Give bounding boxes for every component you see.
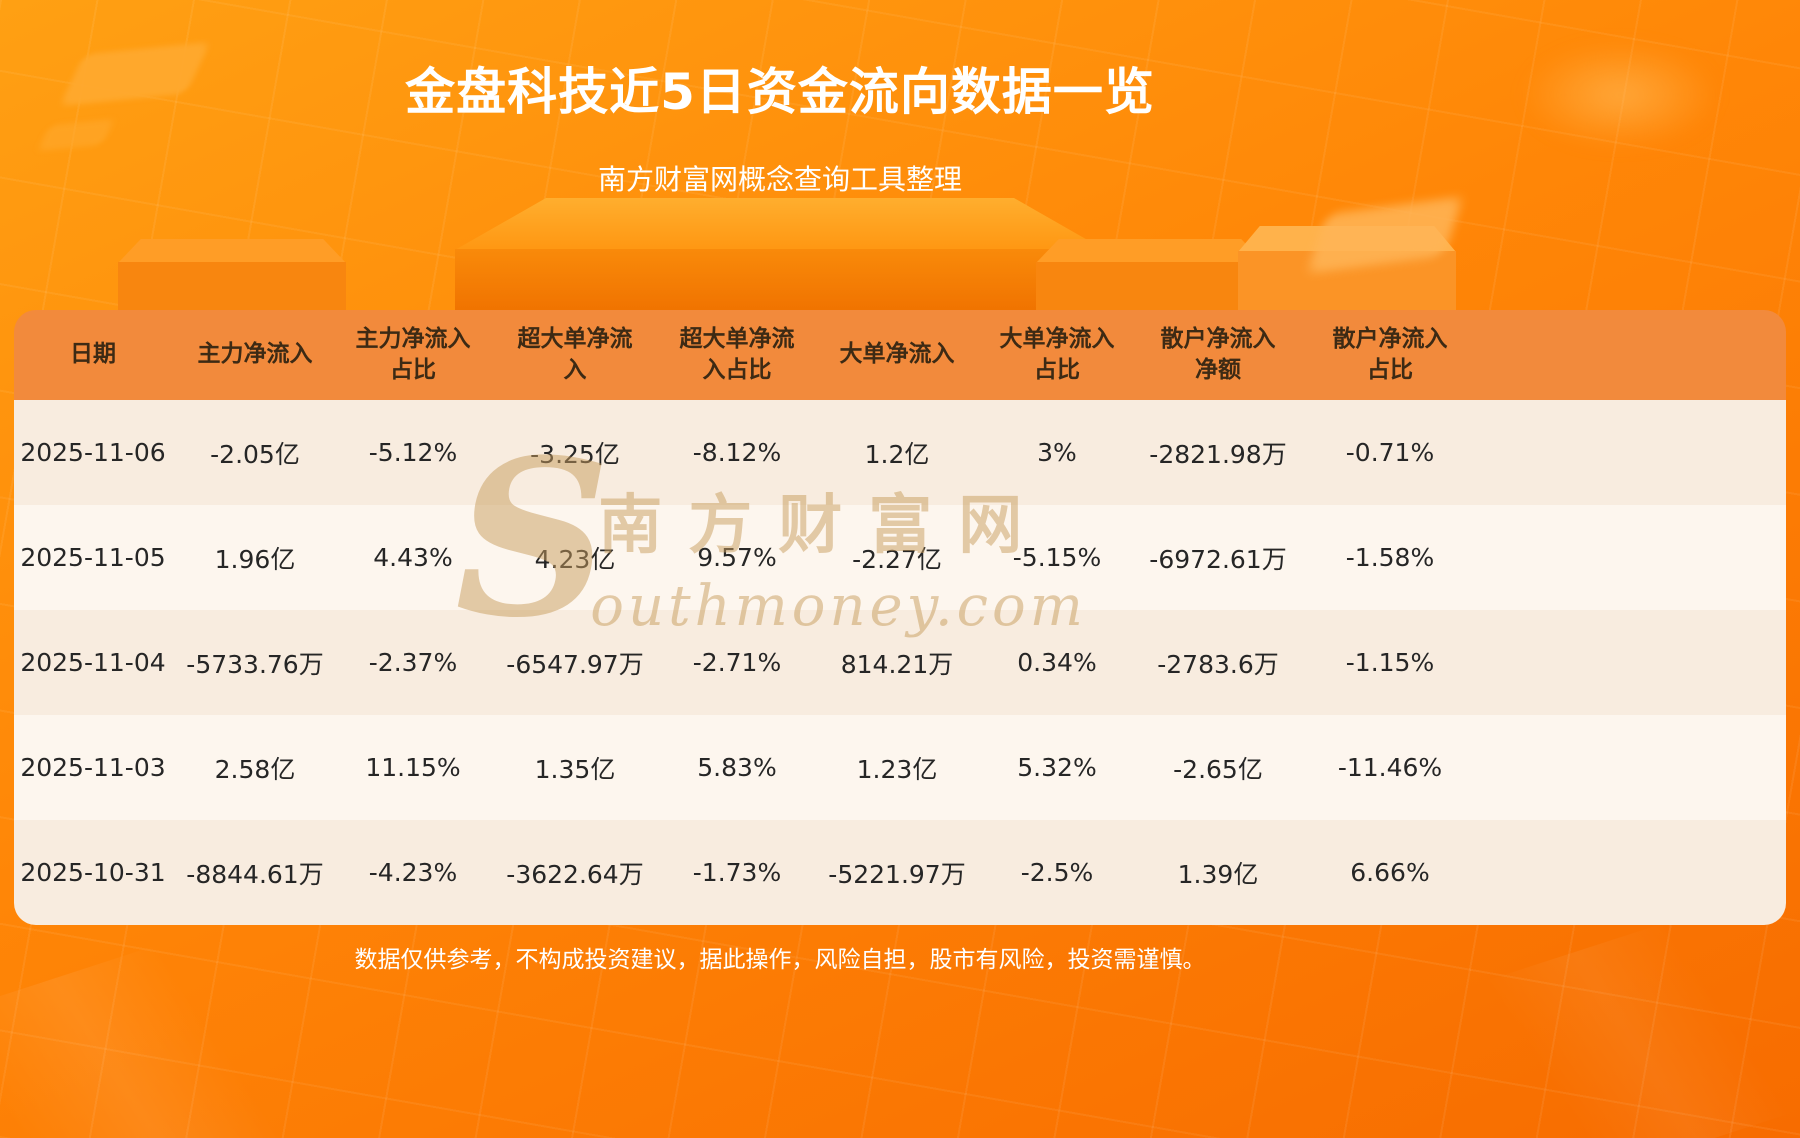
value-cell: -2.37%	[338, 610, 488, 715]
glow-decoration	[1480, 20, 1760, 170]
value-cell: -6547.97万	[488, 610, 662, 715]
page-subtitle: 南方财富网概念查询工具整理	[597, 163, 962, 196]
value-cell: -1.15%	[1304, 610, 1476, 715]
column-header: 主力净流入 占比	[338, 310, 488, 400]
value-cell: -2.65亿	[1132, 715, 1304, 820]
podium-box	[1036, 239, 1264, 263]
date-cell: 2025-11-06	[14, 400, 172, 505]
value-cell: -1.58%	[1304, 505, 1476, 610]
column-header: 散户净流入 净额	[1132, 310, 1304, 400]
table-row: 2025-11-05 1.96亿 4.43% 4.23亿 9.57% -2.27亿 -5.1…	[14, 505, 1786, 610]
value-cell: -2.05亿	[172, 400, 338, 505]
value-cell: 5.83%	[662, 715, 812, 820]
fund-flow-table: 日期 主力净流入 主力净流入 占比 超大单净流 入超大单净流 入占比 大单净流入 大单净流…	[14, 310, 1786, 925]
row-filler	[1476, 715, 1786, 820]
value-cell: -5221.97万	[812, 820, 982, 925]
value-cell: 9.57%	[662, 505, 812, 610]
value-cell: 4.23亿	[488, 505, 662, 610]
value-cell: 2.58亿	[172, 715, 338, 820]
value-cell: 6.66%	[1304, 820, 1476, 925]
disclaimer-text: 数据仅供参考，不构成投资建议，据此操作，风险自担，股市有风险，投资需谨慎。	[354, 947, 1206, 973]
row-filler	[1476, 610, 1786, 715]
podium-box	[455, 198, 1105, 250]
column-header: 超大单净流 入	[488, 310, 662, 400]
header-block: 金盘科技近5日资金流向数据一览 南方财富网概念查询工具整理	[0, 0, 1560, 198]
column-header: 日期	[14, 310, 172, 400]
value-cell: 1.23亿	[812, 715, 982, 820]
value-cell: 0.34%	[982, 610, 1132, 715]
podium-box	[118, 239, 346, 263]
column-header: 主力净流入	[172, 310, 338, 400]
column-header: 超大单净流 入占比	[662, 310, 812, 400]
data-table: 日期 主力净流入 主力净流入 占比 超大单净流 入超大单净流 入占比 大单净流入 大单净流…	[14, 310, 1786, 925]
value-cell: -11.46%	[1304, 715, 1476, 820]
value-cell: -8844.61万	[172, 820, 338, 925]
row-filler	[1476, 505, 1786, 610]
value-cell: -8.12%	[662, 400, 812, 505]
value-cell: -2821.98万	[1132, 400, 1304, 505]
table-body: 2025-11-06 -2.05亿 -5.12% -3.25亿 -8.12% 1.2亿 3%…	[14, 400, 1786, 925]
row-filler	[1476, 820, 1786, 925]
date-cell: 2025-11-04	[14, 610, 172, 715]
value-cell: -3622.64万	[488, 820, 662, 925]
value-cell: -2.71%	[662, 610, 812, 715]
value-cell: 4.43%	[338, 505, 488, 610]
value-cell: 1.96亿	[172, 505, 338, 610]
value-cell: -1.73%	[662, 820, 812, 925]
value-cell: -5.12%	[338, 400, 488, 505]
date-cell: 2025-11-05	[14, 505, 172, 610]
header-filler	[1476, 310, 1786, 400]
row-filler	[1476, 400, 1786, 505]
page-title: 金盘科技近5日资金流向数据一览	[405, 63, 1155, 121]
value-cell: -3.25亿	[488, 400, 662, 505]
value-cell: 1.39亿	[1132, 820, 1304, 925]
table-row: 2025-11-03 2.58亿 11.15% 1.35亿 5.83% 1.23亿 5.32…	[14, 715, 1786, 820]
table-row: 2025-11-06 -2.05亿 -5.12% -3.25亿 -8.12% 1.2亿 3%…	[14, 400, 1786, 505]
podium-box	[455, 249, 1105, 311]
podium-box	[118, 262, 346, 311]
value-cell: -6972.61万	[1132, 505, 1304, 610]
value-cell: -5.15%	[982, 505, 1132, 610]
value-cell: 814.21万	[812, 610, 982, 715]
column-header: 大单净流入	[812, 310, 982, 400]
value-cell: 11.15%	[338, 715, 488, 820]
value-cell: 3%	[982, 400, 1132, 505]
table-row: 2025-10-31 -8844.61万 -4.23% -3622.64万 -1.73%…	[14, 820, 1786, 925]
date-cell: 2025-10-31	[14, 820, 172, 925]
column-header: 散户净流入 占比	[1304, 310, 1476, 400]
header-row: 日期 主力净流入 主力净流入 占比 超大单净流 入超大单净流 入占比 大单净流入 大单净流…	[14, 310, 1786, 400]
value-cell: 1.35亿	[488, 715, 662, 820]
value-cell: -5733.76万	[172, 610, 338, 715]
table-row: 2025-11-04 -5733.76万 -2.37% -6547.97万 -2.71%…	[14, 610, 1786, 715]
value-cell: -2.5%	[982, 820, 1132, 925]
value-cell: 5.32%	[982, 715, 1132, 820]
value-cell: -4.23%	[338, 820, 488, 925]
value-cell: -2783.6万	[1132, 610, 1304, 715]
date-cell: 2025-11-03	[14, 715, 172, 820]
podium-box	[1036, 262, 1264, 311]
value-cell: -0.71%	[1304, 400, 1476, 505]
value-cell: 1.2亿	[812, 400, 982, 505]
column-header: 大单净流入 占比	[982, 310, 1132, 400]
value-cell: -2.27亿	[812, 505, 982, 610]
